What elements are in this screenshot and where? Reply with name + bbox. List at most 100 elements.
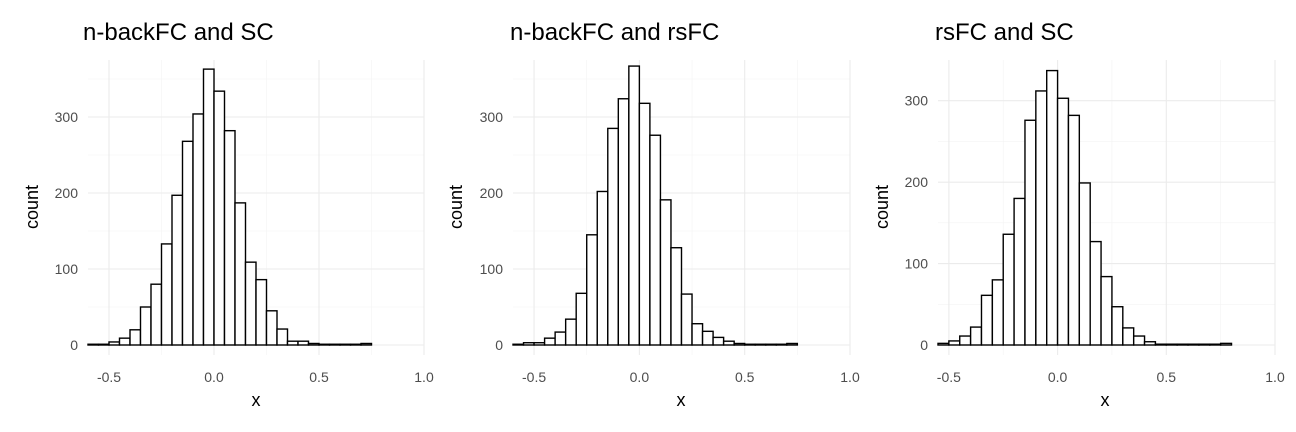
y-tick-label: 200 [480,185,504,201]
histogram-bar [1165,343,1178,346]
histogram-bar [1219,342,1233,346]
histogram-bar [1002,233,1015,346]
histogram-bar [522,342,535,346]
histogram-bar [743,343,756,346]
x-tick-label: 1.0 [840,369,860,385]
panel-2-y-ticks: 0 100 200 300 [480,109,504,353]
histogram-bar [150,283,163,346]
panel-1: n-backFC and SC -0.5 0.0 0.5 1.0 0 100 200 300… [22,19,434,410]
panel-2-y-axis-label: count [446,185,466,229]
x-tick-label: 0.0 [1048,369,1068,385]
x-tick-label: 0.0 [630,369,650,385]
x-tick-label: 1.0 [414,369,434,385]
histogram-bar [1209,343,1222,346]
panel-2-bars [512,65,799,346]
histogram-bar [328,343,341,346]
panel-3-x-ticks: -0.5 0.0 0.5 1.0 [937,369,1285,385]
histogram-bar [649,134,662,346]
histogram-bar [775,343,788,346]
histogram-bar [1100,275,1113,346]
histogram-bar [691,323,704,346]
x-tick-label: 0.5 [735,369,755,385]
panel-3-title: rsFC and SC [935,19,1074,46]
histogram-bar [543,337,556,346]
histogram-bar [596,190,609,346]
histogram-bar [97,343,110,346]
histogram-bar [160,243,173,346]
y-tick-label: 0 [70,337,78,353]
histogram-bar [202,68,215,346]
histogram-bar [1154,343,1167,346]
panel-3-y-axis-label: count [872,185,892,229]
histogram-bar [1013,197,1026,346]
y-tick-label: 0 [495,337,503,353]
histogram-bar [1132,335,1146,346]
histogram-bar [554,331,567,346]
histogram-bar [1024,119,1037,346]
histogram-bar [1089,240,1102,346]
histogram-bar [765,343,777,346]
histogram-bar [617,98,630,346]
histogram-bar [969,326,983,346]
panel-1-y-axis-label: count [22,185,42,229]
y-tick-label: 200 [55,185,79,201]
histogram-bar [786,342,799,346]
histogram-bar [712,336,725,346]
histogram-bar [223,129,236,346]
histogram-bar [297,340,310,346]
x-tick-label: 0.5 [1157,369,1177,385]
histogram-bar [192,113,205,346]
histogram-bar [701,330,714,346]
histogram-bar [680,293,693,346]
histogram-bar [360,342,373,346]
histogram-bar [1187,343,1200,346]
histogram-bar [87,343,100,346]
histogram-bar [108,341,121,346]
y-tick-label: 200 [905,174,929,190]
histogram-bar [265,310,278,346]
histogram-bar [991,279,1004,346]
panel-1-y-ticks: 0 100 200 300 [55,109,79,353]
histogram-bar [722,340,735,346]
histogram-bar [1035,90,1048,346]
histogram-bar [607,127,620,346]
histogram-bar [948,340,961,346]
x-tick-label: -0.5 [97,369,121,385]
histogram-bar [1198,343,1211,346]
panel-2-title: n-backFC and rsFC [510,19,719,46]
histogram-bar [181,140,194,346]
histogram-bar [213,90,226,346]
panel-3-bars [937,69,1233,346]
histogram-bar [339,343,352,346]
histogram-bar [564,318,577,346]
histogram-bar [1122,327,1135,346]
panel-1-x-ticks: -0.5 0.0 0.5 1.0 [97,369,434,385]
histogram-bar [307,342,320,346]
histogram-bar [171,194,184,346]
y-tick-label: 300 [480,109,504,125]
panel-3-y-ticks: 0 100 200 300 [905,93,929,353]
panel-2-x-axis-label: x [677,390,686,410]
panel-1-bars [87,68,373,346]
histogram-bar [1111,306,1124,346]
histogram-bar [733,342,746,346]
histogram-bar [586,234,598,346]
panel-2-x-ticks: -0.5 0.0 0.5 1.0 [522,369,860,385]
panel-1-title: n-backFC and SC [83,19,274,46]
histogram-bar [638,102,651,346]
histogram-bar [754,343,767,346]
histogram-bar [129,329,142,346]
histogram-bar [1078,182,1091,346]
histogram-bar [959,335,972,346]
histogram-bar [276,328,289,346]
y-tick-label: 100 [905,256,929,272]
panel-3-x-axis-label: x [1101,390,1110,410]
histogram-bar [575,292,588,346]
histogram-bar [980,294,994,346]
x-tick-label: -0.5 [937,369,961,385]
x-tick-label: 0.0 [204,369,224,385]
y-tick-label: 300 [55,109,79,125]
histogram-bar [118,337,131,346]
y-tick-label: 100 [480,261,504,277]
histogram-bar [139,306,152,346]
